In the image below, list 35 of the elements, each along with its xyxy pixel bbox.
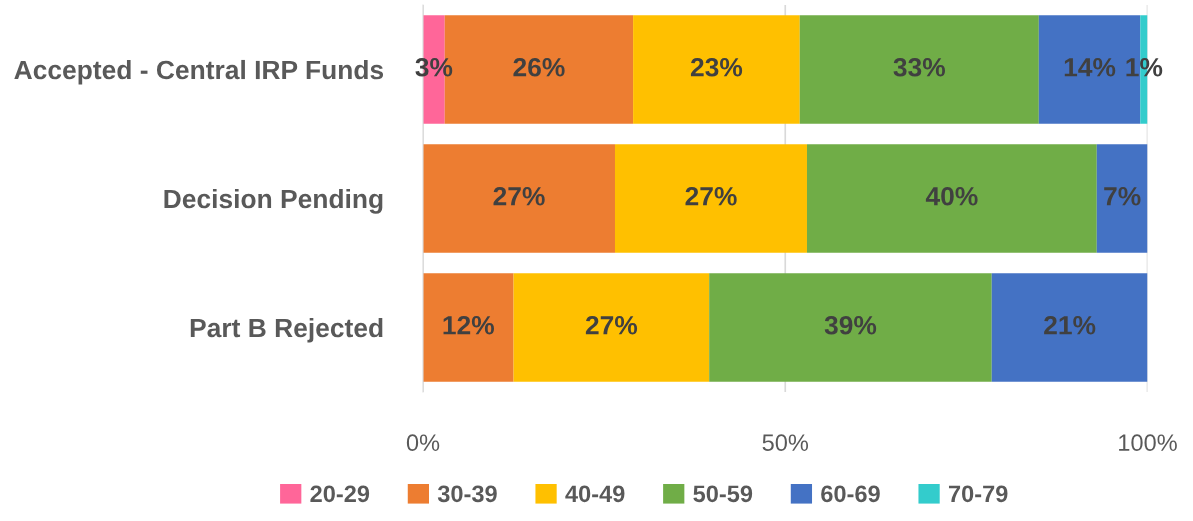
legend-label: 50-59 <box>693 485 753 503</box>
bar <box>633 15 800 124</box>
data-label: 12% <box>443 315 494 335</box>
bar <box>799 15 1039 124</box>
data-label: 21% <box>1044 315 1096 335</box>
data-label: 27% <box>493 186 545 206</box>
data-label: 23% <box>690 57 743 77</box>
data-label: 7% <box>1104 186 1141 206</box>
bar <box>423 273 514 382</box>
data-label: 1% <box>1126 57 1163 77</box>
bar <box>1096 144 1148 253</box>
data-label: 33% <box>893 57 945 77</box>
legend-label: 20-29 <box>310 485 370 503</box>
y-tick-label: Part B Rejected <box>190 317 383 343</box>
bar <box>991 273 1148 382</box>
data-label: 26% <box>513 57 565 77</box>
x-tick-label: 100% <box>1119 434 1177 452</box>
y-tick-label: Decision Pending <box>164 188 383 214</box>
data-label: 27% <box>685 186 737 206</box>
legend-label: 70-79 <box>948 485 1008 503</box>
y-tick-label: Accepted - Central IRP Funds <box>14 59 384 85</box>
x-tick-label: 0% <box>406 434 440 452</box>
bar <box>513 273 710 382</box>
bar <box>423 144 615 253</box>
legend-label: 30-39 <box>437 485 497 503</box>
legend-label: 40-49 <box>565 485 625 503</box>
legend-label: 60-69 <box>821 485 880 503</box>
x-tick-label: 50% <box>762 434 809 452</box>
data-label: 27% <box>585 315 638 335</box>
bar <box>614 144 807 253</box>
data-label: 40% <box>925 186 978 206</box>
data-label: 39% <box>824 315 877 335</box>
bar <box>709 273 992 382</box>
data-label: 14% <box>1064 57 1116 77</box>
bar <box>806 144 1097 253</box>
